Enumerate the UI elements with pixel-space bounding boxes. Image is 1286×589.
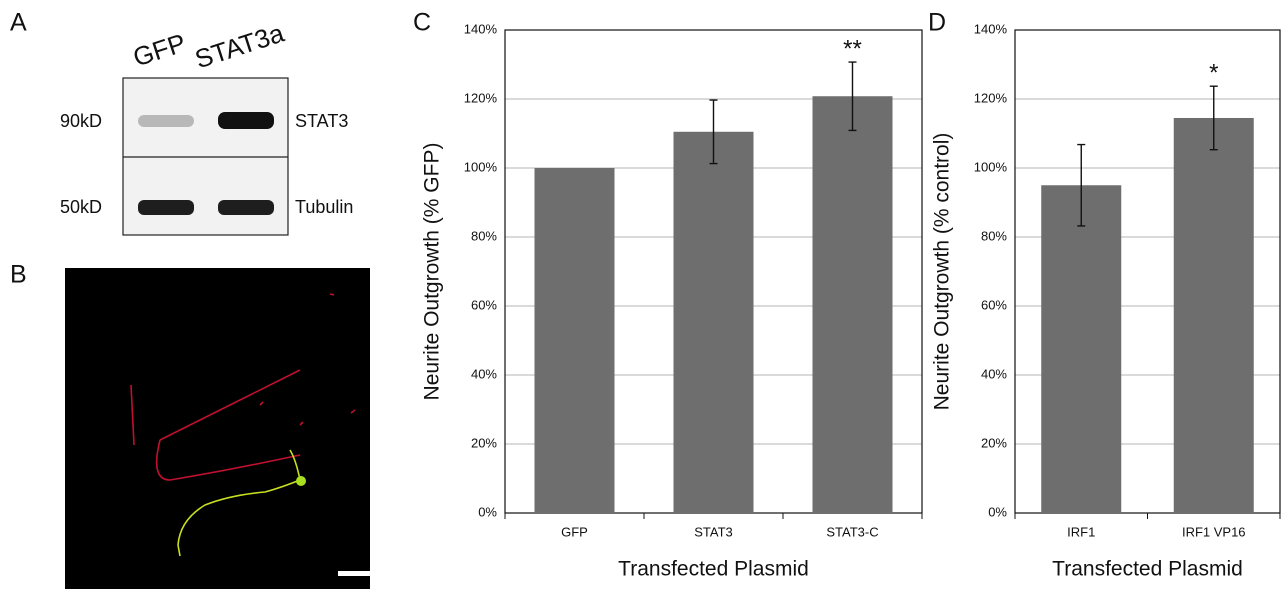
panel-label: D: [928, 9, 946, 37]
y-tick-label: 20%: [471, 435, 497, 450]
y-tick-label: 0%: [988, 504, 1007, 519]
significance: **: [843, 35, 862, 62]
significance: *: [1209, 60, 1218, 87]
y-tick-label: 140%: [974, 21, 1008, 36]
lane-label: STAT3a: [191, 17, 288, 74]
x-tick-label: STAT3: [694, 524, 733, 539]
y-tick-label: 80%: [981, 228, 1007, 243]
y-tick-label: 20%: [981, 435, 1007, 450]
y-tick-label: 40%: [981, 366, 1007, 381]
y-tick-label: 140%: [464, 21, 498, 36]
y-tick-label: 0%: [478, 504, 497, 519]
y-axis-label: Neurite Outgrowth (% control): [931, 133, 954, 411]
panel-label: A: [10, 9, 27, 37]
figure: A B C D GFP STAT3a 90kD 50kD STAT3 Tubul…: [0, 0, 1286, 589]
panel-label: B: [10, 261, 27, 289]
bar: [535, 168, 615, 513]
x-tick-label: GFP: [561, 524, 588, 539]
bar: [674, 132, 754, 513]
x-axis-label: Transfected Plasmid: [618, 558, 809, 581]
y-tick-label: 40%: [471, 366, 497, 381]
y-tick-label: 60%: [981, 297, 1007, 312]
y-tick-label: 60%: [471, 297, 497, 312]
blot: [123, 78, 288, 235]
y-tick-label: 80%: [471, 228, 497, 243]
x-tick-label: IRF1 VP16: [1182, 524, 1246, 539]
y-tick-label: 100%: [464, 159, 498, 174]
x-axis-label: Transfected Plasmid: [1052, 558, 1243, 581]
x-tick-label: IRF1: [1067, 524, 1095, 539]
band-label: STAT3: [295, 111, 348, 131]
bar: [1041, 185, 1121, 513]
bar: [1174, 118, 1254, 513]
y-axis-label: Neurite Outgrowth (% GFP): [421, 143, 444, 401]
micrograph: [65, 268, 370, 589]
band-label: Tubulin: [295, 197, 353, 217]
size-label: 50kD: [60, 197, 102, 217]
lane-label: GFP: [129, 27, 189, 72]
panel-label: C: [413, 9, 431, 37]
size-label: 90kD: [60, 111, 102, 131]
bar: [813, 96, 893, 513]
y-tick-label: 120%: [974, 90, 1008, 105]
y-tick-label: 120%: [464, 90, 498, 105]
y-tick-label: 100%: [974, 159, 1008, 174]
x-tick-label: STAT3-C: [826, 524, 878, 539]
